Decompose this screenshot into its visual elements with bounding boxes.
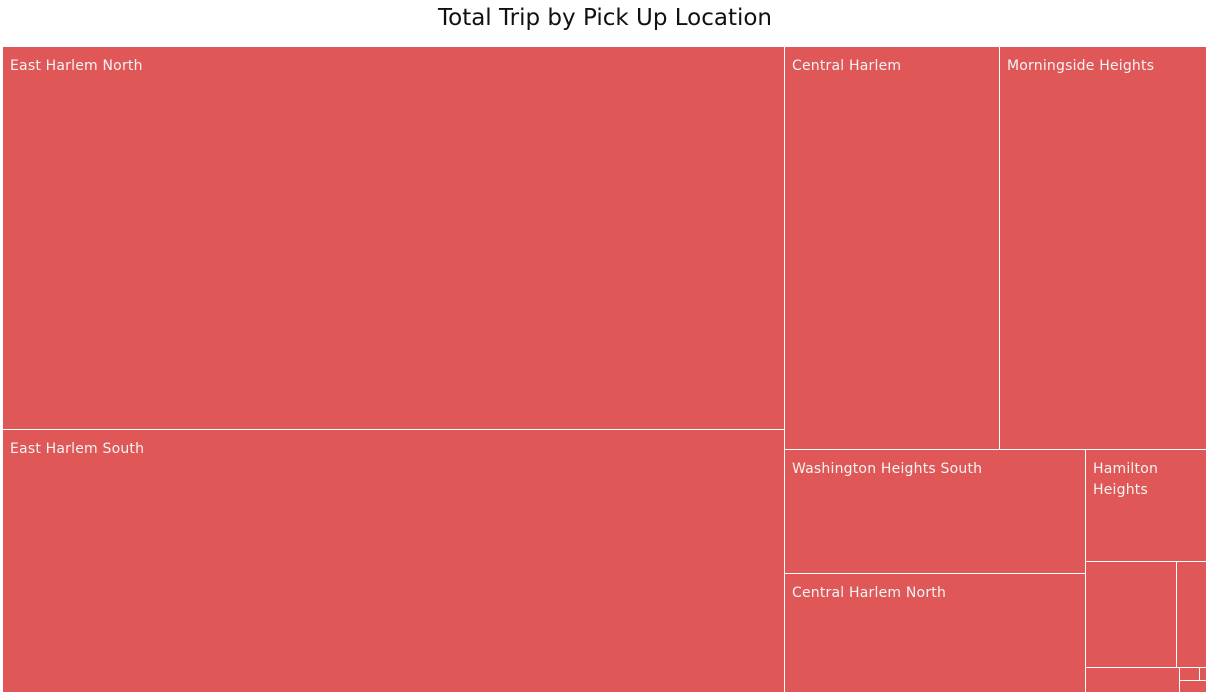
treemap-tile[interactable]: [1200, 668, 1207, 681]
tile-label: Central Harlem: [792, 58, 902, 74]
tile-label: Washington Heights South: [792, 461, 983, 477]
treemap-tile[interactable]: Washington Heights South: [785, 450, 1086, 574]
treemap-tile[interactable]: Hamilton Heights: [1086, 450, 1207, 562]
tile-label: Central Harlem North: [792, 585, 947, 601]
chart-title: Total Trip by Pick Up Location: [437, 5, 773, 31]
treemap-tile[interactable]: East Harlem South: [3, 430, 785, 693]
treemap-tile[interactable]: Central Harlem North: [785, 574, 1086, 693]
treemap-tile[interactable]: East Harlem North: [3, 47, 785, 430]
tile-label: Morningside Heights: [1007, 58, 1155, 74]
treemap-tile[interactable]: [1086, 668, 1180, 693]
tile-label: East Harlem South: [10, 441, 145, 457]
treemap-tile[interactable]: [1180, 668, 1200, 681]
treemap-tile[interactable]: [1086, 562, 1177, 668]
treemap-tile[interactable]: [1180, 681, 1207, 693]
treemap-tile[interactable]: Morningside Heights: [1000, 47, 1207, 450]
treemap-tile[interactable]: [1177, 562, 1207, 668]
treemap-tile[interactable]: Central Harlem: [785, 47, 1000, 450]
tile-label: East Harlem North: [10, 58, 143, 74]
treemap: East Harlem North East Harlem South Centra…: [3, 47, 1207, 693]
tile-label: Hamilton Heights: [1093, 461, 1159, 498]
